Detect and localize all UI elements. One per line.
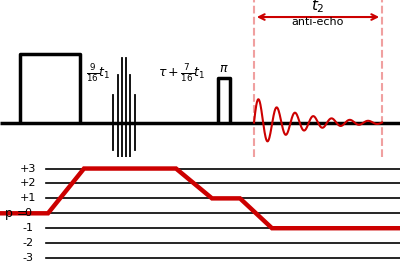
Text: -1: -1	[22, 223, 34, 233]
Text: $\tau + \frac{7}{16}t_1$: $\tau + \frac{7}{16}t_1$	[158, 63, 206, 85]
Text: +3: +3	[20, 164, 36, 174]
Text: $\frac{9}{16}t_1$: $\frac{9}{16}t_1$	[86, 63, 110, 85]
Text: $t_2$: $t_2$	[311, 0, 325, 15]
Text: +1: +1	[20, 193, 36, 203]
Text: 0: 0	[24, 208, 32, 218]
Text: p =: p =	[5, 207, 27, 220]
Text: -2: -2	[22, 238, 34, 248]
Text: +2: +2	[20, 178, 36, 188]
Text: $\pi$: $\pi$	[219, 62, 229, 75]
Text: anti-echo: anti-echo	[292, 17, 344, 27]
Text: -3: -3	[22, 253, 34, 263]
